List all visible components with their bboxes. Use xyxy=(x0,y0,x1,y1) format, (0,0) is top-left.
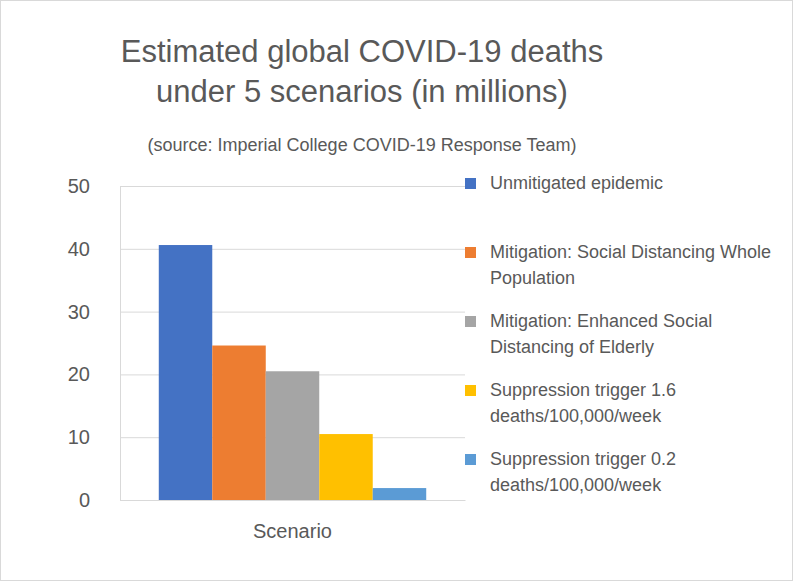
grid-line xyxy=(120,186,465,187)
grid xyxy=(120,187,465,501)
chart-title: Estimated global COVID-19 deaths under 5 … xyxy=(121,34,603,109)
y-tick-label: 0 xyxy=(79,489,90,511)
y-tick: 0 xyxy=(79,489,120,511)
chart-subtitle: (source: Imperial College COVID-19 Respo… xyxy=(148,135,577,155)
legend-swatch xyxy=(465,385,476,396)
legend-item: Mitigation: Enhanced Social Distancing of… xyxy=(465,311,712,357)
legend-label: Unmitigated epidemic xyxy=(490,173,663,193)
bar xyxy=(266,371,319,500)
y-tick-label: 40 xyxy=(68,238,90,260)
legend-swatch xyxy=(465,454,476,465)
legend-item: Suppression trigger 0.2 deaths/100,000/we… xyxy=(465,449,676,495)
legend-label: Mitigation: Enhanced Social Distancing of… xyxy=(490,311,712,357)
x-tick-label: Scenario xyxy=(253,520,332,542)
text-line: Unmitigated epidemic xyxy=(490,173,663,193)
legend-swatch xyxy=(465,316,476,327)
text-line: Distancing of Elderly xyxy=(490,337,654,357)
text-line: Mitigation: Social Distancing Whole xyxy=(490,242,771,262)
text-line: deaths/100,000/week xyxy=(490,406,662,426)
text-line: Suppression trigger 0.2 xyxy=(490,449,676,469)
y-tick: 40 xyxy=(68,238,120,260)
legend-label: Suppression trigger 0.2 deaths/100,000/we… xyxy=(490,449,676,495)
legend-item: Suppression trigger 1.6 deaths/100,000/we… xyxy=(465,380,676,426)
bars xyxy=(159,245,426,500)
legend: Unmitigated epidemic Mitigation: Social D… xyxy=(465,173,771,495)
y-tick-label: 20 xyxy=(68,363,90,385)
text-line: Suppression trigger 1.6 xyxy=(490,380,676,400)
y-tick-label: 10 xyxy=(68,426,90,448)
x-tick: Scenario xyxy=(253,500,332,542)
text-line: Population xyxy=(490,268,575,288)
legend-item: Mitigation: Social Distancing Whole Popul… xyxy=(465,242,771,288)
legend-swatch xyxy=(465,178,476,189)
text-line: Mitigation: Enhanced Social xyxy=(490,311,712,331)
legend-label: Suppression trigger 1.6 deaths/100,000/we… xyxy=(490,380,676,426)
chart-border xyxy=(1,1,793,581)
x-axis-line xyxy=(121,500,466,501)
y-tick-label: 30 xyxy=(68,301,90,323)
bar xyxy=(319,434,372,500)
y-tick: 50 xyxy=(68,175,120,197)
y-axis-line xyxy=(120,187,121,501)
text-line: Estimated global COVID-19 deaths xyxy=(121,34,603,69)
bar xyxy=(373,488,426,500)
grid-line xyxy=(120,500,465,501)
bar xyxy=(212,346,265,500)
y-tick: 20 xyxy=(68,363,120,385)
y-tick-label: 50 xyxy=(68,175,90,197)
legend-swatch xyxy=(465,247,476,258)
x-axis: Scenario xyxy=(121,500,466,542)
y-axis: 0 10 20 30 40 50 xyxy=(68,175,121,511)
text-line: deaths/100,000/week xyxy=(490,475,662,495)
bar xyxy=(159,245,212,500)
chart: Estimated global COVID-19 deaths under 5 … xyxy=(0,0,793,581)
text-line: under 5 scenarios (in millions) xyxy=(156,74,568,109)
legend-label: Mitigation: Social Distancing Whole Popul… xyxy=(490,242,771,288)
y-tick: 30 xyxy=(68,301,120,323)
legend-item: Unmitigated epidemic xyxy=(465,173,663,193)
y-tick: 10 xyxy=(68,426,120,448)
